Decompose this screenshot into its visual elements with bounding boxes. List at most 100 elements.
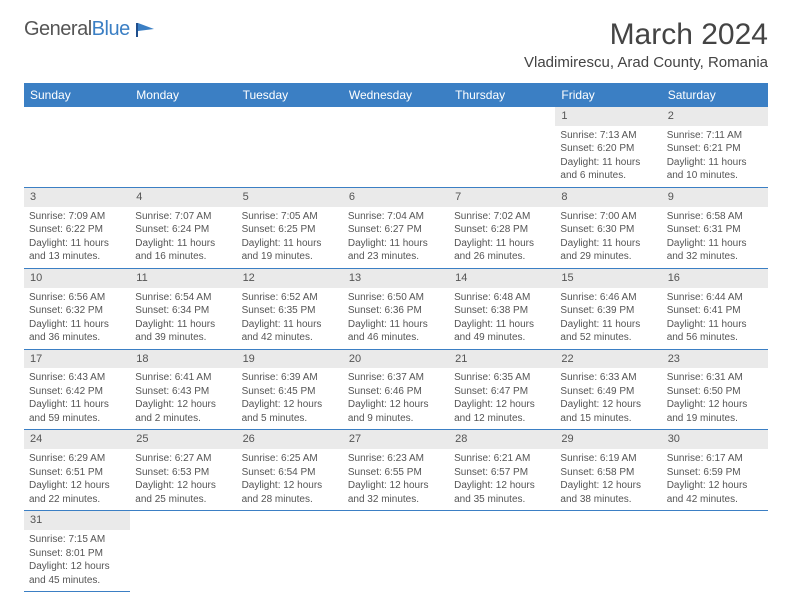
sunrise-text: Sunrise: 7:04 AM [348,210,444,224]
sunrise-text: Sunrise: 6:41 AM [135,371,231,385]
day-detail-cell: Sunrise: 6:23 AMSunset: 6:55 PMDaylight:… [343,449,449,511]
weekday-header: Friday [555,83,661,107]
day-detail-cell [555,530,661,592]
sunset-text: Sunset: 6:53 PM [135,466,231,480]
weekday-header: Thursday [449,83,555,107]
day-number-cell: 16 [662,268,768,287]
sunset-text: Sunset: 6:49 PM [560,385,656,399]
day-number-cell: 9 [662,187,768,206]
day-detail-cell: Sunrise: 6:25 AMSunset: 6:54 PMDaylight:… [237,449,343,511]
sunset-text: Sunset: 6:34 PM [135,304,231,318]
day-number-cell [449,107,555,126]
day-number-cell: 28 [449,430,555,449]
day-number-cell: 22 [555,349,661,368]
sunset-text: Sunset: 6:24 PM [135,223,231,237]
sunrise-text: Sunrise: 6:17 AM [667,452,763,466]
day-detail-cell: Sunrise: 6:19 AMSunset: 6:58 PMDaylight:… [555,449,661,511]
day-detail-cell: Sunrise: 6:21 AMSunset: 6:57 PMDaylight:… [449,449,555,511]
weekday-header-row: Sunday Monday Tuesday Wednesday Thursday… [24,83,768,107]
day-detail-cell [130,530,236,592]
sunset-text: Sunset: 6:42 PM [29,385,125,399]
detail-row: Sunrise: 6:56 AMSunset: 6:32 PMDaylight:… [24,288,768,350]
daylight-text: Daylight: 12 hours and 9 minutes. [348,398,444,425]
sunset-text: Sunset: 6:59 PM [667,466,763,480]
daylight-text: Daylight: 11 hours and 36 minutes. [29,318,125,345]
day-detail-cell [449,530,555,592]
day-detail-cell: Sunrise: 6:54 AMSunset: 6:34 PMDaylight:… [130,288,236,350]
sunset-text: Sunset: 6:39 PM [560,304,656,318]
sunrise-text: Sunrise: 7:02 AM [454,210,550,224]
daylight-text: Daylight: 11 hours and 16 minutes. [135,237,231,264]
day-detail-cell: Sunrise: 6:37 AMSunset: 6:46 PMDaylight:… [343,368,449,430]
logo-text: GeneralBlue [24,18,130,41]
weekday-header: Monday [130,83,236,107]
day-detail-cell: Sunrise: 7:11 AMSunset: 6:21 PMDaylight:… [662,126,768,188]
day-number-cell [237,511,343,530]
day-detail-cell [24,126,130,188]
sunrise-text: Sunrise: 6:54 AM [135,291,231,305]
daylight-text: Daylight: 12 hours and 12 minutes. [454,398,550,425]
day-detail-cell: Sunrise: 6:44 AMSunset: 6:41 PMDaylight:… [662,288,768,350]
sunset-text: Sunset: 6:41 PM [667,304,763,318]
title-block: March 2024 Vladimirescu, Arad County, Ro… [524,18,768,71]
detail-row: Sunrise: 7:09 AMSunset: 6:22 PMDaylight:… [24,207,768,269]
daylight-text: Daylight: 11 hours and 39 minutes. [135,318,231,345]
daylight-text: Daylight: 11 hours and 23 minutes. [348,237,444,264]
sunrise-text: Sunrise: 6:31 AM [667,371,763,385]
daylight-text: Daylight: 12 hours and 42 minutes. [667,479,763,506]
day-detail-cell: Sunrise: 6:41 AMSunset: 6:43 PMDaylight:… [130,368,236,430]
daylight-text: Daylight: 12 hours and 2 minutes. [135,398,231,425]
daylight-text: Daylight: 11 hours and 29 minutes. [560,237,656,264]
sunrise-text: Sunrise: 6:56 AM [29,291,125,305]
day-detail-cell [237,126,343,188]
day-number-cell: 13 [343,268,449,287]
day-number-cell: 2 [662,107,768,126]
day-number-cell [237,107,343,126]
day-detail-cell: Sunrise: 6:39 AMSunset: 6:45 PMDaylight:… [237,368,343,430]
day-detail-cell: Sunrise: 6:52 AMSunset: 6:35 PMDaylight:… [237,288,343,350]
day-number-cell: 15 [555,268,661,287]
daynum-row: 10111213141516 [24,268,768,287]
sunset-text: Sunset: 6:22 PM [29,223,125,237]
daylight-text: Daylight: 11 hours and 13 minutes. [29,237,125,264]
sunset-text: Sunset: 6:25 PM [242,223,338,237]
daynum-row: 17181920212223 [24,349,768,368]
daynum-row: 31 [24,511,768,530]
day-detail-cell: Sunrise: 6:17 AMSunset: 6:59 PMDaylight:… [662,449,768,511]
day-detail-cell: Sunrise: 7:07 AMSunset: 6:24 PMDaylight:… [130,207,236,269]
daylight-text: Daylight: 11 hours and 32 minutes. [667,237,763,264]
day-number-cell: 1 [555,107,661,126]
day-number-cell [343,511,449,530]
sunset-text: Sunset: 6:47 PM [454,385,550,399]
daylight-text: Daylight: 11 hours and 49 minutes. [454,318,550,345]
daylight-text: Daylight: 12 hours and 38 minutes. [560,479,656,506]
daylight-text: Daylight: 12 hours and 22 minutes. [29,479,125,506]
sunset-text: Sunset: 6:36 PM [348,304,444,318]
daylight-text: Daylight: 11 hours and 19 minutes. [242,237,338,264]
weekday-header: Tuesday [237,83,343,107]
detail-row: Sunrise: 6:29 AMSunset: 6:51 PMDaylight:… [24,449,768,511]
day-detail-cell: Sunrise: 7:13 AMSunset: 6:20 PMDaylight:… [555,126,661,188]
weekday-header: Wednesday [343,83,449,107]
header: GeneralBlue March 2024 Vladimirescu, Ara… [24,18,768,71]
day-number-cell: 21 [449,349,555,368]
day-detail-cell: Sunrise: 7:00 AMSunset: 6:30 PMDaylight:… [555,207,661,269]
day-detail-cell: Sunrise: 6:50 AMSunset: 6:36 PMDaylight:… [343,288,449,350]
logo: GeneralBlue [24,18,156,41]
day-number-cell: 25 [130,430,236,449]
daylight-text: Daylight: 12 hours and 35 minutes. [454,479,550,506]
day-number-cell: 7 [449,187,555,206]
daylight-text: Daylight: 11 hours and 46 minutes. [348,318,444,345]
flag-icon [134,21,156,39]
sunrise-text: Sunrise: 6:21 AM [454,452,550,466]
daynum-row: 3456789 [24,187,768,206]
day-number-cell [555,511,661,530]
calendar-table: Sunday Monday Tuesday Wednesday Thursday… [24,83,768,592]
day-number-cell: 20 [343,349,449,368]
daylight-text: Daylight: 12 hours and 19 minutes. [667,398,763,425]
daylight-text: Daylight: 11 hours and 10 minutes. [667,156,763,183]
day-detail-cell: Sunrise: 7:09 AMSunset: 6:22 PMDaylight:… [24,207,130,269]
day-number-cell [449,511,555,530]
daylight-text: Daylight: 12 hours and 32 minutes. [348,479,444,506]
day-number-cell [343,107,449,126]
